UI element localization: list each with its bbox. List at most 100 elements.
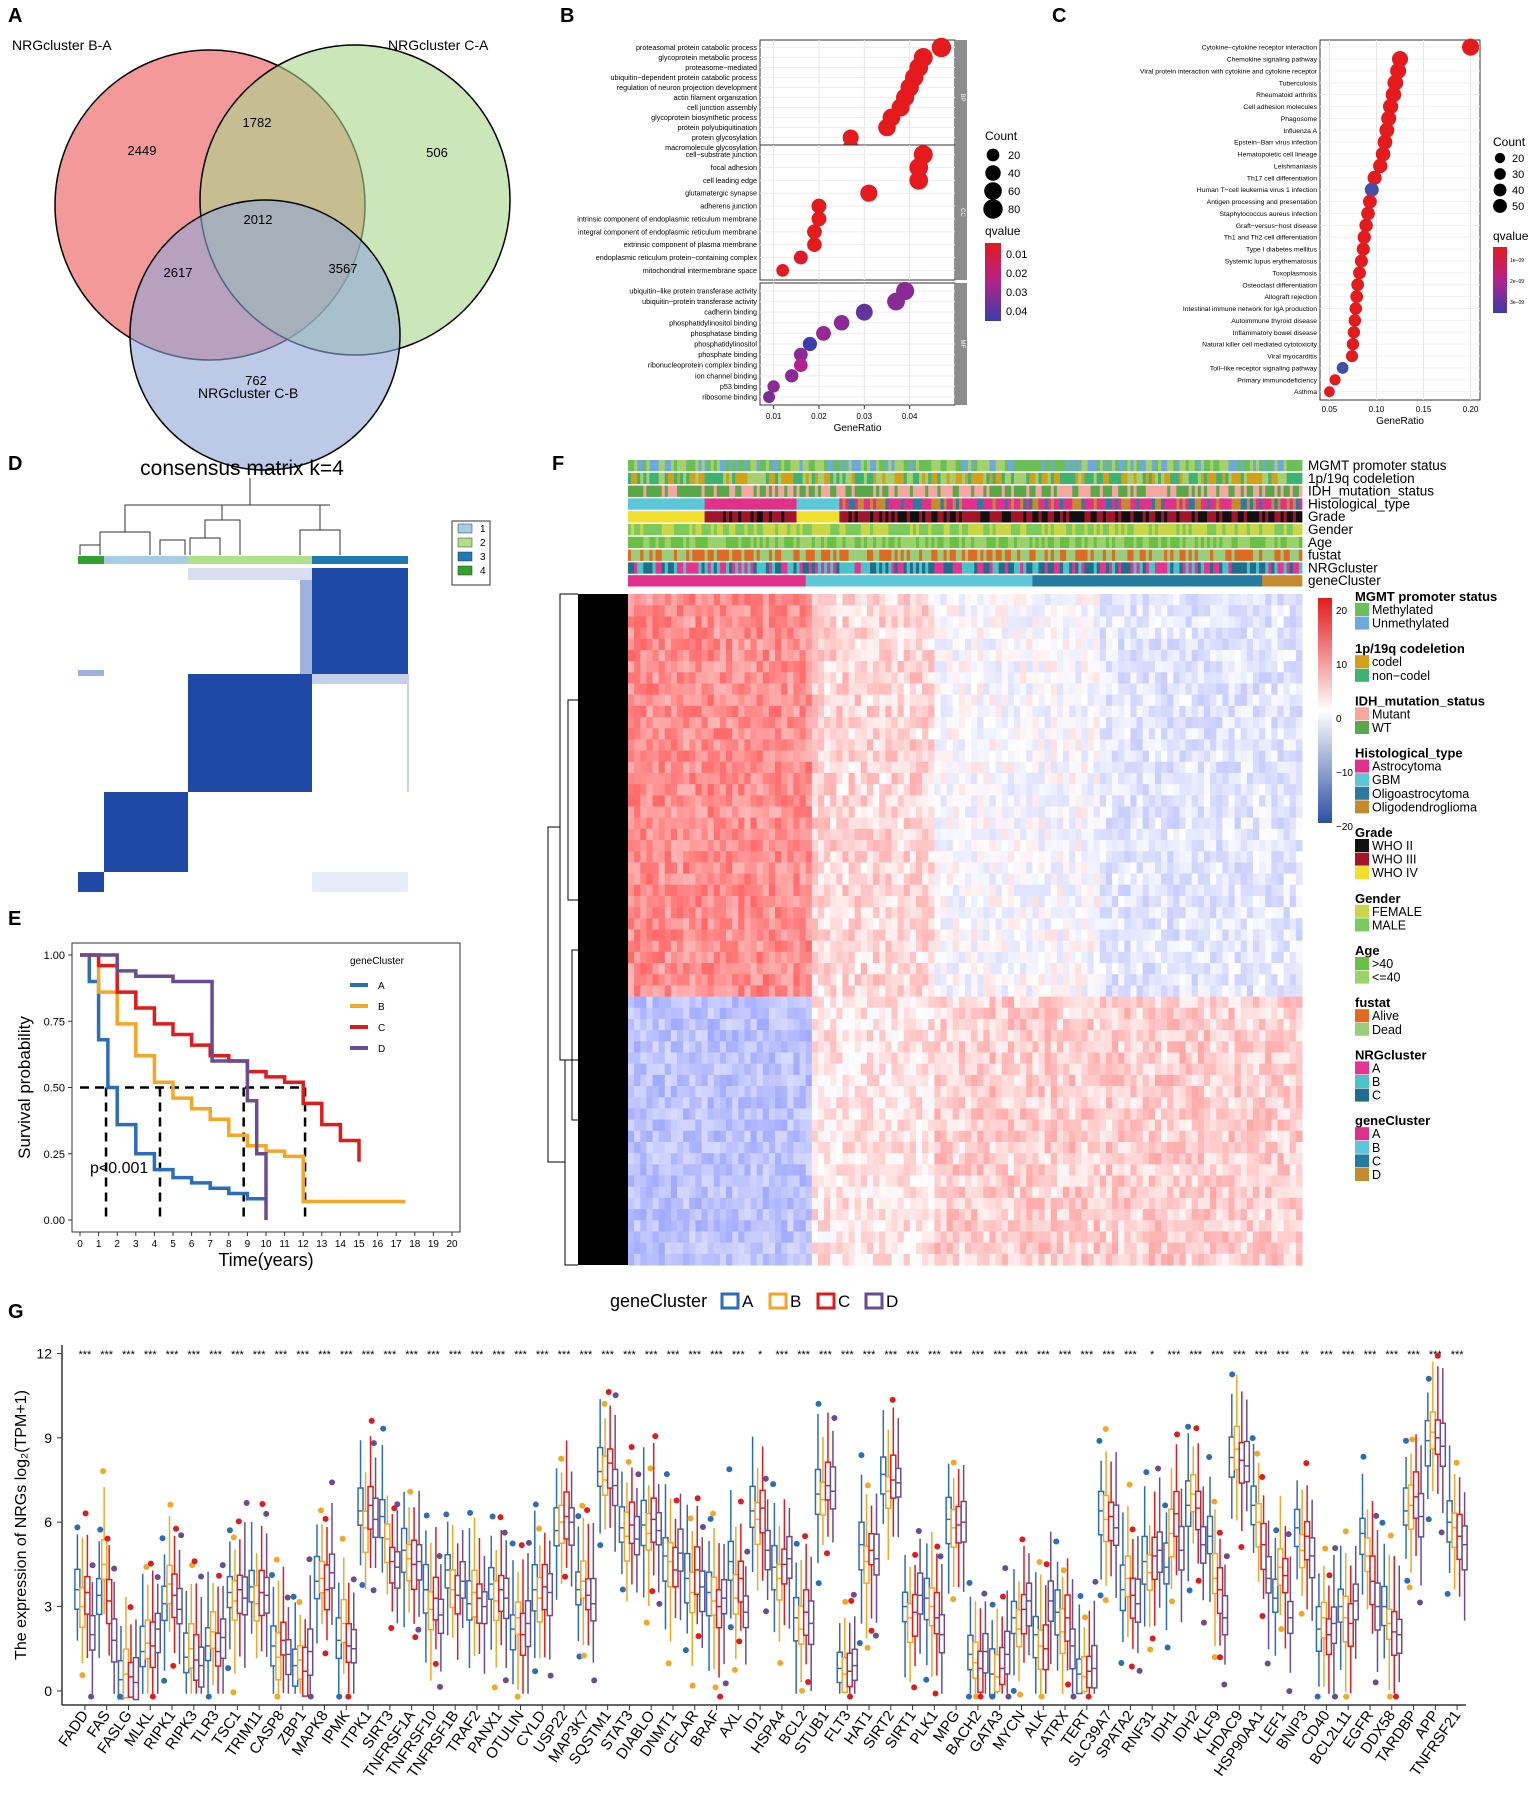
heatmap-cell bbox=[1265, 605, 1272, 617]
track-cell bbox=[958, 460, 963, 472]
track-cell bbox=[710, 575, 715, 587]
track-cell bbox=[1259, 549, 1263, 561]
track-cell bbox=[824, 536, 828, 549]
heatmap-cell bbox=[744, 605, 752, 617]
heatmap-cell bbox=[1130, 728, 1138, 740]
track-cell bbox=[1014, 460, 1018, 472]
track-cell bbox=[906, 562, 911, 574]
heatmap-cell bbox=[1234, 795, 1242, 807]
track-cell bbox=[1280, 562, 1285, 574]
track-cell bbox=[1090, 472, 1095, 485]
track-cell bbox=[851, 498, 856, 510]
track-cell bbox=[989, 498, 993, 510]
track-cell bbox=[915, 562, 920, 574]
heatmap-cell bbox=[940, 772, 948, 785]
heatmap-cell bbox=[952, 784, 960, 796]
track-cell bbox=[1090, 562, 1095, 574]
track-cell bbox=[698, 485, 702, 497]
track-cell bbox=[1185, 562, 1190, 574]
heatmap-cell bbox=[842, 795, 850, 807]
heatmap-cell bbox=[1038, 795, 1046, 807]
track-cell bbox=[1268, 460, 1272, 472]
heatmap-cell bbox=[1148, 817, 1156, 830]
heatmap-cell bbox=[628, 828, 635, 841]
track-cell bbox=[1121, 472, 1125, 485]
track-cell bbox=[1182, 472, 1186, 485]
track-cell bbox=[1185, 524, 1190, 536]
heatmap-cell bbox=[934, 828, 941, 841]
heatmap-cell bbox=[848, 672, 856, 684]
heatmap-cell bbox=[922, 616, 929, 629]
track-cell bbox=[1059, 460, 1064, 472]
track-cell bbox=[971, 524, 975, 536]
track-cell bbox=[814, 524, 819, 536]
heatmap-cell bbox=[965, 817, 972, 830]
track-cell bbox=[882, 511, 886, 523]
heatmap-cell bbox=[1099, 806, 1107, 819]
heatmap-cell bbox=[1197, 705, 1205, 718]
heatmap-cell bbox=[1007, 828, 1015, 841]
heatmap-cell bbox=[860, 817, 868, 830]
heatmap-cell bbox=[1020, 594, 1027, 606]
heatmap-cell bbox=[683, 739, 690, 752]
track-cell bbox=[897, 472, 902, 485]
track-cell bbox=[738, 562, 742, 574]
heatmap-cell bbox=[646, 806, 654, 819]
track-cell bbox=[998, 562, 1003, 574]
track-cell bbox=[1228, 575, 1232, 587]
heatmap-cell bbox=[830, 683, 837, 696]
track-cell bbox=[1283, 485, 1288, 497]
heatmap-cell bbox=[1191, 672, 1199, 684]
track-cell bbox=[677, 485, 681, 497]
heatmap-cell bbox=[695, 705, 703, 718]
heatmap-cell bbox=[1203, 739, 1211, 752]
track-cell bbox=[646, 524, 650, 536]
heatmap-cell bbox=[756, 705, 764, 718]
panel-label-g: G bbox=[8, 1301, 24, 1323]
track-cell bbox=[710, 460, 715, 472]
track-cell bbox=[1133, 460, 1137, 472]
track-cell bbox=[793, 575, 797, 587]
heatmap-cell bbox=[670, 750, 678, 763]
track-cell bbox=[854, 460, 859, 472]
track-cell bbox=[1210, 575, 1214, 587]
track-cell bbox=[931, 460, 935, 472]
heatmap-cell bbox=[738, 739, 745, 752]
track-cell bbox=[796, 575, 800, 587]
heatmap-cell bbox=[738, 638, 745, 651]
track-cell bbox=[1292, 485, 1297, 497]
heatmap-cell bbox=[915, 806, 923, 819]
heatmap-cell bbox=[1173, 772, 1180, 785]
heatmap-cell bbox=[1216, 661, 1223, 673]
track-cell bbox=[919, 536, 923, 549]
heatmap-cell bbox=[873, 772, 880, 785]
heatmap-cell bbox=[1259, 638, 1266, 651]
track-cell bbox=[1124, 536, 1128, 549]
track-cell bbox=[839, 562, 843, 574]
go-term-label: p53 binding bbox=[720, 382, 757, 391]
heatmap-cell bbox=[713, 605, 721, 617]
track-cell bbox=[1096, 524, 1101, 536]
heatmap-cell bbox=[683, 638, 690, 651]
heatmap-cell bbox=[768, 750, 776, 763]
go-term-label: glycoprotein biosynthetic process bbox=[651, 113, 757, 122]
track-cell bbox=[824, 498, 828, 510]
track-cell bbox=[787, 460, 791, 472]
track-cell bbox=[986, 549, 990, 561]
track-cell bbox=[741, 485, 745, 497]
track-cell bbox=[1237, 485, 1242, 497]
track-cell bbox=[710, 524, 715, 536]
heatmap-cell bbox=[762, 605, 770, 617]
heatmap-cell bbox=[1295, 605, 1303, 617]
heatmap-cell bbox=[879, 739, 886, 752]
heatmap-cell bbox=[775, 795, 782, 807]
heatmap-cell bbox=[934, 627, 941, 640]
track-cell bbox=[683, 472, 687, 485]
heatmap-cell bbox=[854, 694, 862, 707]
track-cell bbox=[836, 485, 840, 497]
heatmap-cell bbox=[1032, 694, 1040, 707]
track-cell bbox=[1133, 562, 1137, 574]
heatmap-cell bbox=[658, 638, 666, 651]
track-cell bbox=[677, 536, 681, 549]
heatmap-cell bbox=[1038, 784, 1046, 796]
